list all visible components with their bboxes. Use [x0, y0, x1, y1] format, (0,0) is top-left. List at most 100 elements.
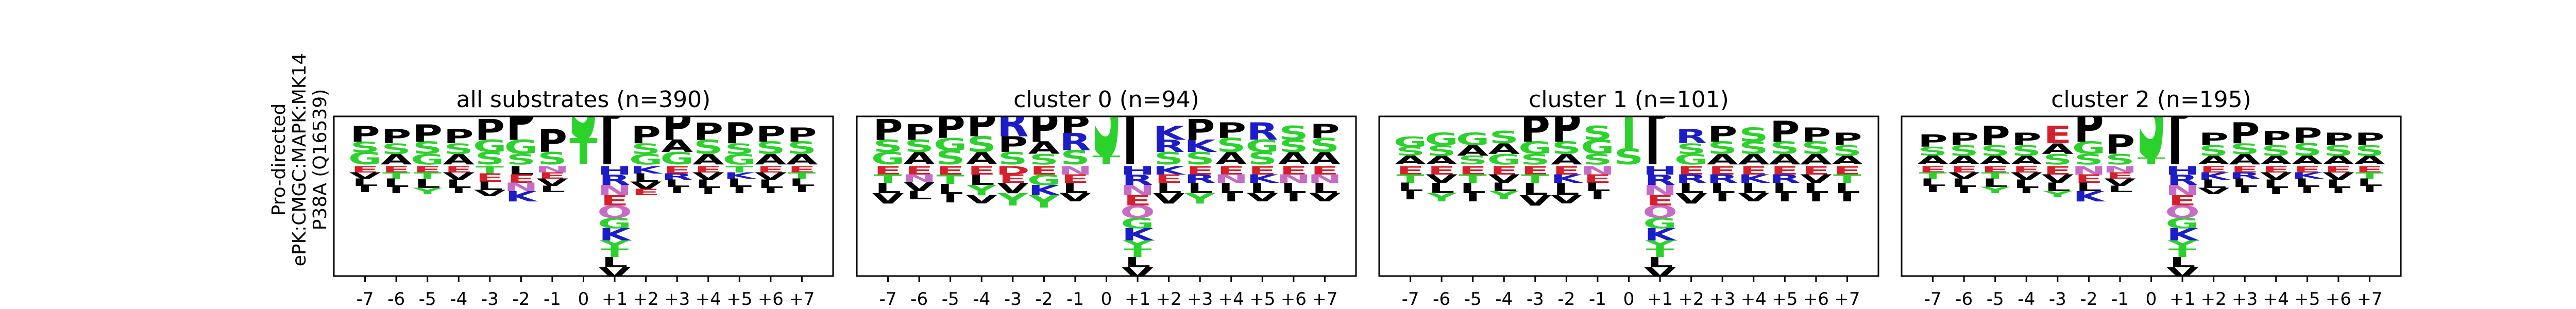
logo-letter-V: V — [474, 188, 506, 198]
logo-panel-0: all substrates (n=390)GSPEVLIASPETLIGSPE… — [333, 87, 834, 309]
x-tick-label: -7 — [879, 289, 897, 309]
logo-letter-K: K — [2291, 171, 2325, 181]
logo-letter-A: A — [755, 151, 787, 168]
logo-letter-G: G — [1518, 139, 1552, 158]
logo-letter-P: P — [1918, 132, 1947, 151]
logo-letter-V: V — [1426, 173, 1458, 186]
logo-letter-E: E — [2044, 164, 2072, 178]
logo-letter-I: I — [701, 186, 716, 196]
logo-letter-S: S — [1583, 151, 1612, 168]
logo-letter-R: R — [997, 102, 1028, 145]
x-tick-label: -7 — [1924, 289, 1942, 309]
logo-letter-E: E — [1217, 164, 1245, 178]
x-tick-label: -3 — [1527, 289, 1544, 309]
logo-letter-L: L — [2170, 254, 2196, 271]
logo-letter-L: L — [1062, 180, 1089, 197]
logo-letter-E: E — [1248, 164, 1276, 178]
logo-letter-L: L — [2232, 177, 2258, 190]
logo-letter-Q: Q — [1642, 202, 1677, 222]
logo-letter-E: E — [382, 165, 410, 175]
x-tick-label: +3 — [1709, 289, 1735, 309]
logo-letter-H: H — [2165, 164, 2200, 178]
logo-letter-P: P — [2230, 117, 2260, 150]
logo-letter-L: L — [875, 180, 901, 197]
logo-letter-V: V — [349, 171, 381, 181]
logo-letter-P: P — [2292, 124, 2322, 149]
x-tick-label: -1 — [1066, 289, 1084, 309]
logo-letter-I: I — [1465, 191, 1481, 204]
logo-letter-P: P — [2011, 130, 2041, 149]
logo-letter-S: S — [1949, 143, 1978, 159]
logo-letters: GSPETLVASPENVLSGPETLIASPELYVSPRDEVYSAPEG… — [871, 102, 1342, 276]
logo-letter-T: T — [1396, 173, 1425, 186]
logo-letter-Q: Q — [2165, 202, 2200, 222]
x-tick-label: +5 — [726, 289, 752, 309]
logo-letter-G: G — [348, 149, 382, 169]
logo-letter-L: L — [2076, 181, 2102, 194]
x-tick-label: -1 — [1589, 289, 1606, 309]
logo-letter-P: P — [1029, 102, 1059, 152]
x-tick-label: -6 — [1433, 289, 1450, 309]
logo-letter-S: S — [904, 137, 934, 157]
x-tick-label: +5 — [1772, 289, 1798, 309]
x-tick-label: +2 — [2201, 289, 2227, 309]
logo-letter-N: N — [2072, 164, 2106, 178]
logo-letter-E: E — [1490, 164, 1518, 178]
x-tick-label: -2 — [512, 289, 530, 309]
logo-letter-L: L — [2294, 177, 2320, 190]
logo-letter-E: E — [1919, 165, 1946, 175]
logo-letter-A: A — [1551, 151, 1583, 168]
logo-letter-V: V — [872, 191, 904, 207]
logo-letter-I: I — [1715, 191, 1730, 204]
logo-letter-A: A — [1028, 139, 1060, 158]
logo-letter-K: K — [1122, 225, 1155, 245]
logo-letter-E: E — [507, 173, 535, 186]
logo-letter-G: G — [504, 136, 538, 159]
logo-letter-S: S — [631, 141, 660, 157]
logo-letter-V: V — [1519, 193, 1551, 209]
logo-letter-V: V — [2104, 177, 2136, 188]
logo-letter-Y: Y — [2042, 190, 2074, 199]
logo-letter-L: L — [1920, 177, 1946, 188]
logo-panel-3: cluster 2 (n=195)ASPETLIASPEVLIASPETLYAS… — [1901, 87, 2402, 309]
logo-letter-G: G — [411, 151, 444, 168]
logo-letter-Y: Y — [1488, 189, 1519, 202]
logo-letter-K: K — [1153, 164, 1186, 178]
logo-letter-E: E — [1061, 173, 1089, 186]
logo-letter-S: S — [936, 146, 965, 169]
logo-letter-V: V — [630, 180, 662, 192]
logo-letter-L: L — [1312, 180, 1338, 197]
logo-letter-K: K — [2198, 170, 2231, 182]
logo-letter-S: S — [2074, 151, 2104, 168]
x-tick-label: -4 — [450, 289, 467, 309]
logo-letter-A: A — [1706, 151, 1738, 168]
logo-letter-S: S — [2230, 141, 2260, 157]
logo-letter-R: R — [1059, 128, 1091, 156]
panel-title: cluster 1 (n=101) — [1529, 87, 1729, 113]
logo-letter-E: E — [2293, 165, 2321, 175]
logo-letter-P: P — [1832, 130, 1862, 149]
logo-letter-S: S — [444, 141, 473, 157]
logo-letter-E: E — [2168, 193, 2196, 209]
logo-letter-T: T — [1124, 247, 1152, 260]
logo-letter-L: L — [1585, 181, 1611, 194]
logo-letter-I: I — [794, 184, 810, 194]
logo-letter-G: G — [598, 215, 631, 232]
logo-letter-P: P — [1310, 120, 1340, 143]
logo-letter-L: L — [2357, 177, 2383, 188]
logo-letter-P: P — [1060, 111, 1090, 139]
logo-letter-L: L — [969, 172, 995, 188]
x-tick-label: +7 — [1312, 289, 1337, 309]
logo-letter-L: L — [1709, 180, 1736, 197]
logo-letter-N: N — [1643, 182, 1677, 199]
logo-letter-L: L — [477, 180, 503, 193]
logo-letter-S: S — [1489, 128, 1519, 148]
logo-letter-S: S — [2293, 141, 2322, 160]
logo-letter-T: T — [2355, 171, 2383, 181]
x-tick-label: +4 — [696, 289, 721, 309]
logo-letter-T: T — [1615, 44, 1642, 176]
logo-letter-P: P — [1801, 124, 1831, 146]
x-tick-label: -5 — [419, 289, 436, 309]
logo-letter-V: V — [1948, 171, 1980, 181]
logo-letter-P: P — [873, 113, 903, 147]
